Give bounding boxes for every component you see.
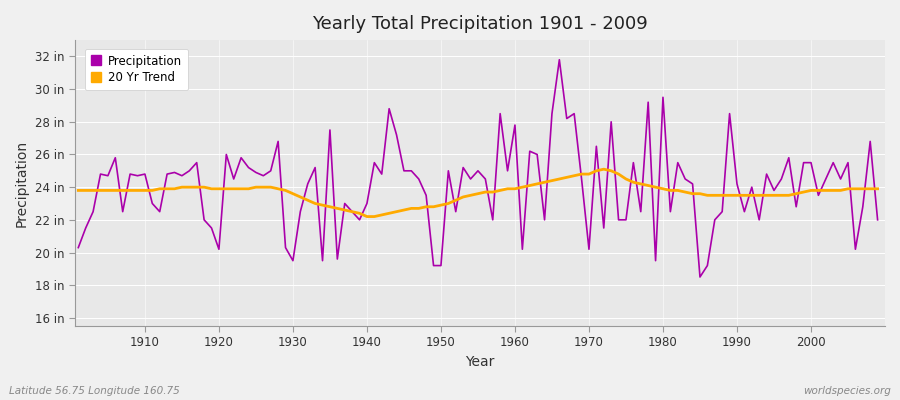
X-axis label: Year: Year xyxy=(465,355,494,369)
Title: Yearly Total Precipitation 1901 - 2009: Yearly Total Precipitation 1901 - 2009 xyxy=(312,15,648,33)
Legend: Precipitation, 20 Yr Trend: Precipitation, 20 Yr Trend xyxy=(85,49,188,90)
Y-axis label: Precipitation: Precipitation xyxy=(15,140,29,227)
Text: Latitude 56.75 Longitude 160.75: Latitude 56.75 Longitude 160.75 xyxy=(9,386,180,396)
Text: worldspecies.org: worldspecies.org xyxy=(803,386,891,396)
